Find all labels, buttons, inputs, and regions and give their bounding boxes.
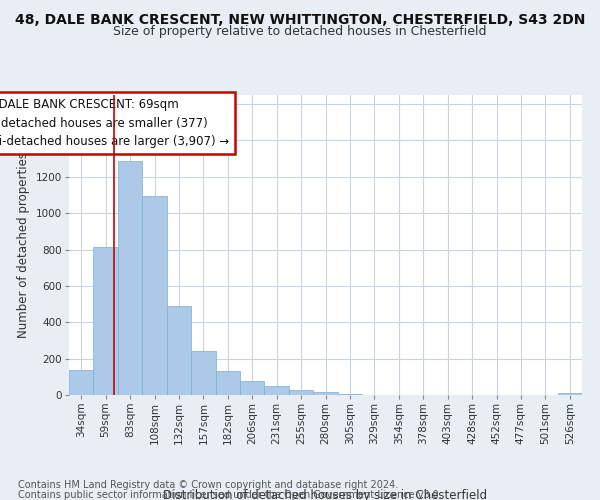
Bar xyxy=(313,392,338,395)
Text: Contains HM Land Registry data © Crown copyright and database right 2024.: Contains HM Land Registry data © Crown c… xyxy=(18,480,398,490)
Bar xyxy=(167,306,191,395)
Text: 48, DALE BANK CRESCENT, NEW WHITTINGTON, CHESTERFIELD, S43 2DN: 48, DALE BANK CRESCENT, NEW WHITTINGTON,… xyxy=(15,12,585,26)
Bar xyxy=(94,247,118,395)
Bar xyxy=(69,370,94,395)
Text: Size of property relative to detached houses in Chesterfield: Size of property relative to detached ho… xyxy=(113,25,487,38)
Bar xyxy=(191,352,215,395)
Y-axis label: Number of detached properties: Number of detached properties xyxy=(17,152,30,338)
Bar xyxy=(142,196,167,395)
X-axis label: Distribution of detached houses by size in Chesterfield: Distribution of detached houses by size … xyxy=(163,488,488,500)
Text: Contains public sector information licensed under the Open Government Licence v3: Contains public sector information licen… xyxy=(18,490,442,500)
Bar xyxy=(338,394,362,395)
Text: 48 DALE BANK CRESCENT: 69sqm
← 9% of detached houses are smaller (377)
91% of se: 48 DALE BANK CRESCENT: 69sqm ← 9% of det… xyxy=(0,98,229,148)
Bar xyxy=(265,386,289,395)
Bar xyxy=(557,393,582,395)
Bar xyxy=(240,382,265,395)
Bar xyxy=(215,372,240,395)
Bar xyxy=(118,162,142,395)
Bar xyxy=(289,390,313,395)
